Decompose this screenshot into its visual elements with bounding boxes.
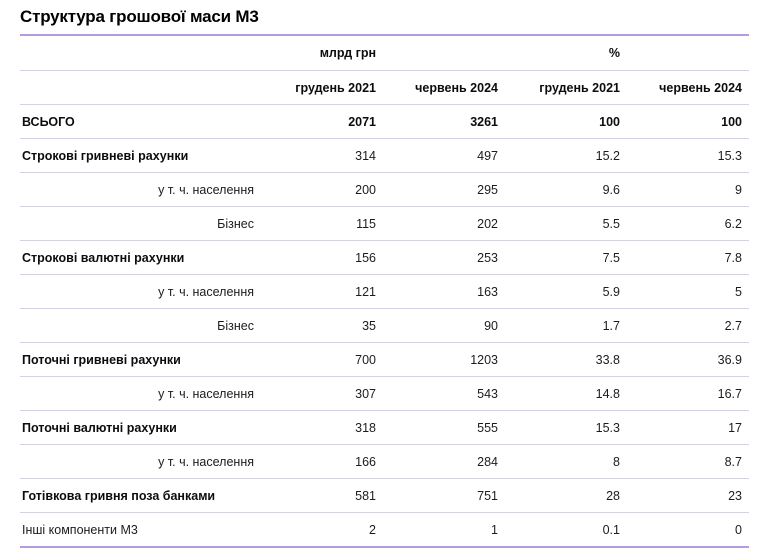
column-header: грудень 2021 [539,80,620,95]
cell-value: 0 [735,522,742,537]
cell-value: 121 [355,284,376,299]
column-header: червень 2024 [659,80,742,95]
row-label: у т. ч. населення [158,454,254,469]
row-label: Поточні гривневі рахунки [22,352,181,367]
cell-value: 9 [735,182,742,197]
row-label: у т. ч. населення [158,284,254,299]
cell-value: 284 [477,454,498,469]
cell-value: 9.6 [602,182,620,197]
cell-value: 166 [355,454,376,469]
cell-value: 253 [477,250,498,265]
cell-value: 156 [355,250,376,265]
row-label: ВСЬОГО [22,114,75,129]
unit-group-label-percent: % [608,46,620,60]
cell-value: 2071 [348,114,376,129]
cell-value: 6.2 [724,216,742,231]
cell-value: 555 [477,420,498,435]
row-label: у т. ч. населення [158,386,254,401]
row-label: Бізнес [217,318,254,333]
table-row: Поточні гривневі рахунки 700 1203 33.8 3… [20,342,749,376]
cell-value: 2 [369,522,376,537]
cell-value: 543 [477,386,498,401]
cell-value: 2.7 [724,318,742,333]
row-label: Строкові гривневі рахунки [22,148,189,163]
table-row: Готівкова гривня поза банками 581 751 28… [20,478,749,512]
row-label: у т. ч. населення [158,182,254,197]
cell-value: 200 [355,182,376,197]
cell-value: 700 [355,352,376,367]
cell-value: 307 [355,386,376,401]
cell-value: 5 [735,284,742,299]
cell-value: 202 [477,216,498,231]
table-header-row: грудень 2021 червень 2024 грудень 2021 ч… [20,70,749,104]
cell-value: 15.2 [595,148,620,163]
cell-value: 3261 [470,114,498,129]
table-row: ВСЬОГО 2071 3261 100 100 [20,104,749,138]
cell-value: 314 [355,148,376,163]
row-label: Готівкова гривня поза банками [22,488,216,503]
cell-value: 318 [355,420,376,435]
column-header: грудень 2021 [295,80,376,95]
cell-value: 7.8 [724,250,742,265]
cell-value: 100 [721,114,742,129]
cell-value: 23 [728,488,742,503]
cell-value: 33.8 [595,352,620,367]
table-row: у т. ч. населення 121 163 5.9 5 [20,274,749,308]
cell-value: 14.8 [595,386,620,401]
table-row: у т. ч. населення 166 284 8 8.7 [20,444,749,478]
table-row: Бізнес 115 202 5.5 6.2 [20,206,749,240]
cell-value: 581 [355,488,376,503]
table-row: Поточні валютні рахунки 318 555 15.3 17 [20,410,749,444]
cell-value: 5.5 [602,216,620,231]
cell-value: 1.7 [602,318,620,333]
table-row: у т. ч. населення 200 295 9.6 9 [20,172,749,206]
cell-value: 90 [484,318,498,333]
row-label: Поточні валютні рахунки [22,420,177,435]
row-label: Строкові валютні рахунки [22,250,185,265]
cell-value: 100 [599,114,620,129]
cell-value: 751 [477,488,498,503]
cell-value: 15.3 [717,148,742,163]
table-row: Інші компоненти М3 2 1 0.1 0 [20,512,749,546]
cell-value: 115 [356,216,376,231]
cell-value: 8 [613,454,620,469]
cell-value: 7.5 [602,250,620,265]
cell-value: 16.7 [717,386,742,401]
money-supply-table: млрд грн % грудень 2021 червень 2024 гру… [20,34,749,548]
cell-value: 1 [491,522,498,537]
table-row: у т. ч. населення 307 543 14.8 16.7 [20,376,749,410]
cell-value: 15.3 [595,420,620,435]
cell-value: 497 [477,148,498,163]
row-label: Бізнес [217,216,254,231]
cell-value: 1203 [470,352,498,367]
table-row: Строкові валютні рахунки 156 253 7.5 7.8 [20,240,749,274]
unit-group-label-mlrd: млрд грн [319,46,376,60]
table-row: Бізнес 35 90 1.7 2.7 [20,308,749,342]
cell-value: 0.1 [602,522,620,537]
row-label: Інші компоненти М3 [22,522,138,537]
cell-value: 8.7 [724,454,742,469]
page-title: Структура грошової маси М3 [20,7,259,26]
cell-value: 36.9 [717,352,742,367]
cell-value: 295 [477,182,498,197]
cell-value: 35 [362,318,376,333]
column-header: червень 2024 [415,80,498,95]
table-row: Строкові гривневі рахунки 314 497 15.2 1… [20,138,749,172]
cell-value: 163 [477,284,498,299]
cell-value: 5.9 [602,284,620,299]
table-unit-group-row: млрд грн % [20,36,749,70]
cell-value: 28 [606,488,620,503]
cell-value: 17 [728,420,742,435]
